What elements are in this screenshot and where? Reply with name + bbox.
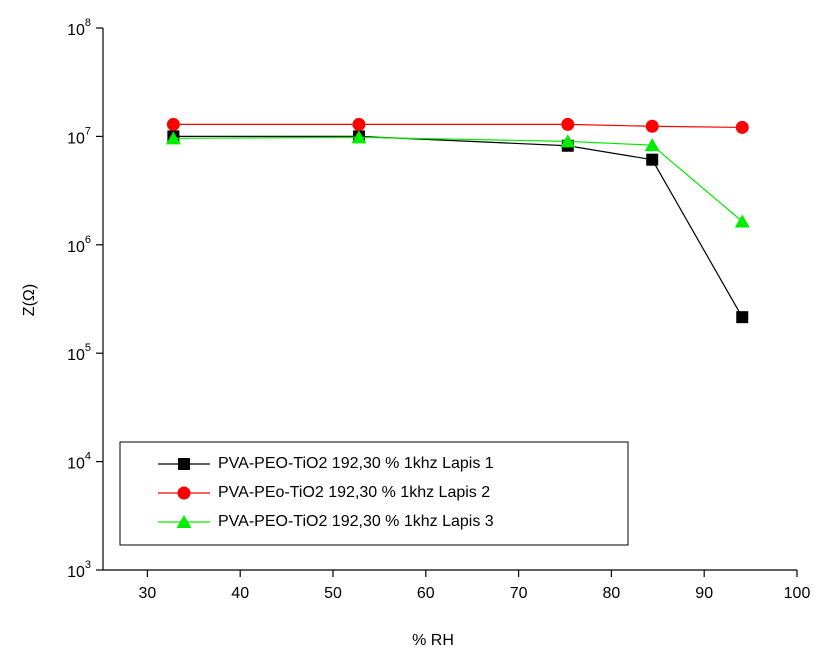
marker	[165, 131, 181, 145]
marker	[560, 134, 576, 148]
y-tick-label: 107	[67, 125, 91, 147]
x-tick-label: 40	[231, 585, 249, 602]
y-tick-exponent: 4	[85, 451, 91, 463]
marker	[644, 138, 660, 152]
legend-box	[119, 441, 629, 546]
marker	[352, 117, 366, 131]
x-axis-label: % RH	[412, 632, 454, 649]
y-tick-exponent: 8	[85, 17, 91, 29]
y-tick-exponent: 3	[85, 559, 91, 571]
legend-label: PVA-PEO-TiO2 192,30 % 1khz Lapis 1	[218, 455, 494, 472]
marker	[734, 214, 750, 228]
marker	[646, 153, 659, 166]
x-tick-label: 80	[603, 585, 621, 602]
y-tick-base: 10	[67, 347, 85, 364]
legend-marker	[176, 515, 192, 528]
legend-marker	[178, 458, 190, 470]
y-tick-label: 105	[67, 342, 91, 364]
y-tick-base: 10	[67, 22, 85, 39]
y-tick-label: 106	[67, 234, 91, 256]
y-tick-exponent: 7	[85, 125, 91, 137]
legend-marker	[177, 486, 191, 500]
y-tick-exponent: 6	[85, 234, 91, 246]
y-tick-label: 108	[67, 17, 91, 39]
y-tick-base: 10	[67, 456, 85, 473]
marker	[645, 119, 659, 133]
x-tick-label: 30	[139, 585, 157, 602]
marker	[166, 117, 180, 131]
y-tick-base: 10	[67, 239, 85, 256]
legend-label: PVA-PEo-TiO2 192,30 % 1khz Lapis 2	[218, 484, 490, 501]
x-tick-label: 90	[695, 585, 713, 602]
marker	[351, 130, 367, 144]
y-tick-base: 10	[67, 131, 85, 148]
legend-label: PVA-PEO-TiO2 192,30 % 1khz Lapis 3	[218, 513, 494, 530]
x-tick-label: 50	[324, 585, 342, 602]
y-axis-label: Z(Ω)	[21, 284, 38, 316]
marker	[735, 120, 749, 134]
y-tick-exponent: 5	[85, 342, 91, 354]
y-tick-label: 104	[67, 451, 91, 473]
y-tick-base: 10	[67, 564, 85, 581]
x-tick-label: 70	[510, 585, 528, 602]
x-tick-label: 60	[417, 585, 435, 602]
marker	[736, 311, 749, 324]
x-tick-label: 100	[784, 585, 811, 602]
y-tick-label: 103	[67, 559, 91, 581]
marker	[561, 117, 575, 131]
